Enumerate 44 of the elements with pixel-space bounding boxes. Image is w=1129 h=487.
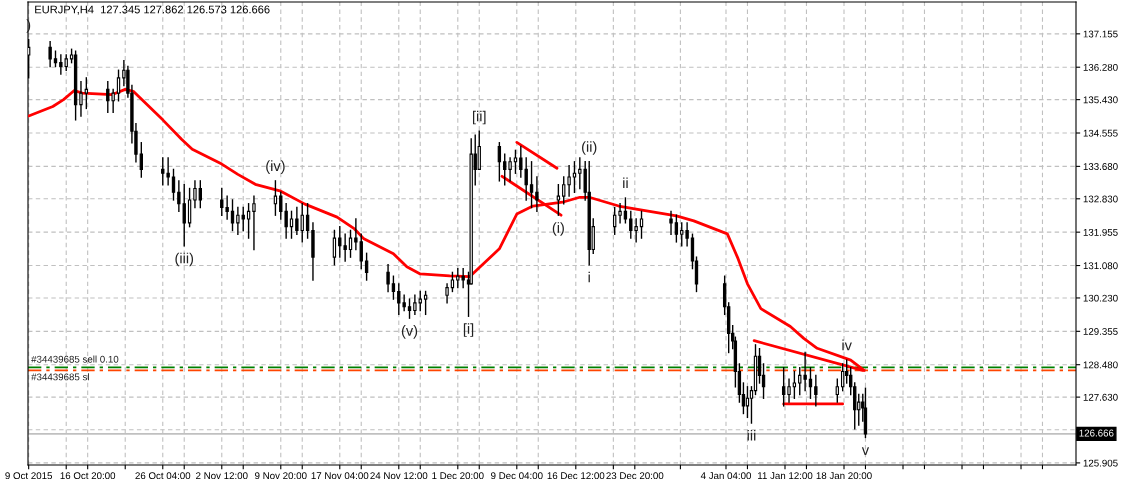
x-tick-label: 26 Oct 04:00 xyxy=(135,472,191,480)
y-tick-label: 131.080 xyxy=(1083,262,1118,270)
y-tick-label: 134.555 xyxy=(1083,129,1118,137)
x-tick-label: 16 Oct 20:00 xyxy=(60,472,116,480)
annotation: iii xyxy=(747,429,756,441)
x-tick-label: 1 Dec 20:00 xyxy=(432,472,484,480)
annotation: (iii) xyxy=(175,252,194,267)
annotation: (ii) xyxy=(582,141,597,155)
y-tick-label: 132.830 xyxy=(1083,195,1118,203)
y-tick-label: 128.480 xyxy=(1083,361,1118,369)
y-tick-label: 129.355 xyxy=(1083,328,1118,335)
annotation: (v) xyxy=(401,325,418,339)
y-tick-label: 125.905 xyxy=(1083,459,1118,467)
y-tick-label: 127.630 xyxy=(1083,393,1118,401)
x-tick-label: 18 Jan 20:00 xyxy=(816,472,872,480)
annotation: (iv) xyxy=(266,160,285,174)
y-tick-label: 137.155 xyxy=(1083,30,1118,38)
annotation: [ii] xyxy=(473,110,486,125)
annotation: (i) xyxy=(552,222,564,236)
annotation: [i] xyxy=(463,323,474,337)
ref-line-label: #34439685 sell 0.10 xyxy=(31,355,119,363)
x-tick-label: 11 Jan 12:00 xyxy=(757,472,813,480)
ref-line-label: #34439685 sl xyxy=(31,373,89,381)
x-tick-label: 16 Dec 12:00 xyxy=(547,472,605,480)
x-tick-label: 4 Jan 04:00 xyxy=(700,472,752,480)
annotation: v xyxy=(861,447,870,455)
x-tick-label: 17 Nov 04:00 xyxy=(311,472,369,480)
x-tick-label: 9 Dec 04:00 xyxy=(491,472,543,480)
annotation: i xyxy=(588,271,590,283)
x-tick-label: 9 Nov 20:00 xyxy=(255,472,307,480)
y-tick-label: 135.430 xyxy=(1083,96,1118,104)
y-tick-label: 133.680 xyxy=(1083,163,1118,170)
y-tick-label: 131.955 xyxy=(1083,228,1118,236)
ref-line-label: 126.666 xyxy=(1079,429,1114,437)
x-tick-label: 23 Dec 20:00 xyxy=(606,472,664,480)
annotation: ) xyxy=(26,19,31,33)
x-tick-label: 24 Nov 12:00 xyxy=(370,472,428,480)
chart-title: EURJPY,H4 127.345 127.862 126.573 126.666 xyxy=(35,5,270,15)
y-tick-label: 136.280 xyxy=(1083,63,1118,71)
x-tick-label: 2 Nov 12:00 xyxy=(196,472,248,480)
annotation: iv xyxy=(842,339,852,351)
annotation: ii xyxy=(623,177,628,189)
y-tick-label: 130.230 xyxy=(1083,294,1118,302)
x-tick-label: 9 Oct 2015 xyxy=(5,472,53,480)
